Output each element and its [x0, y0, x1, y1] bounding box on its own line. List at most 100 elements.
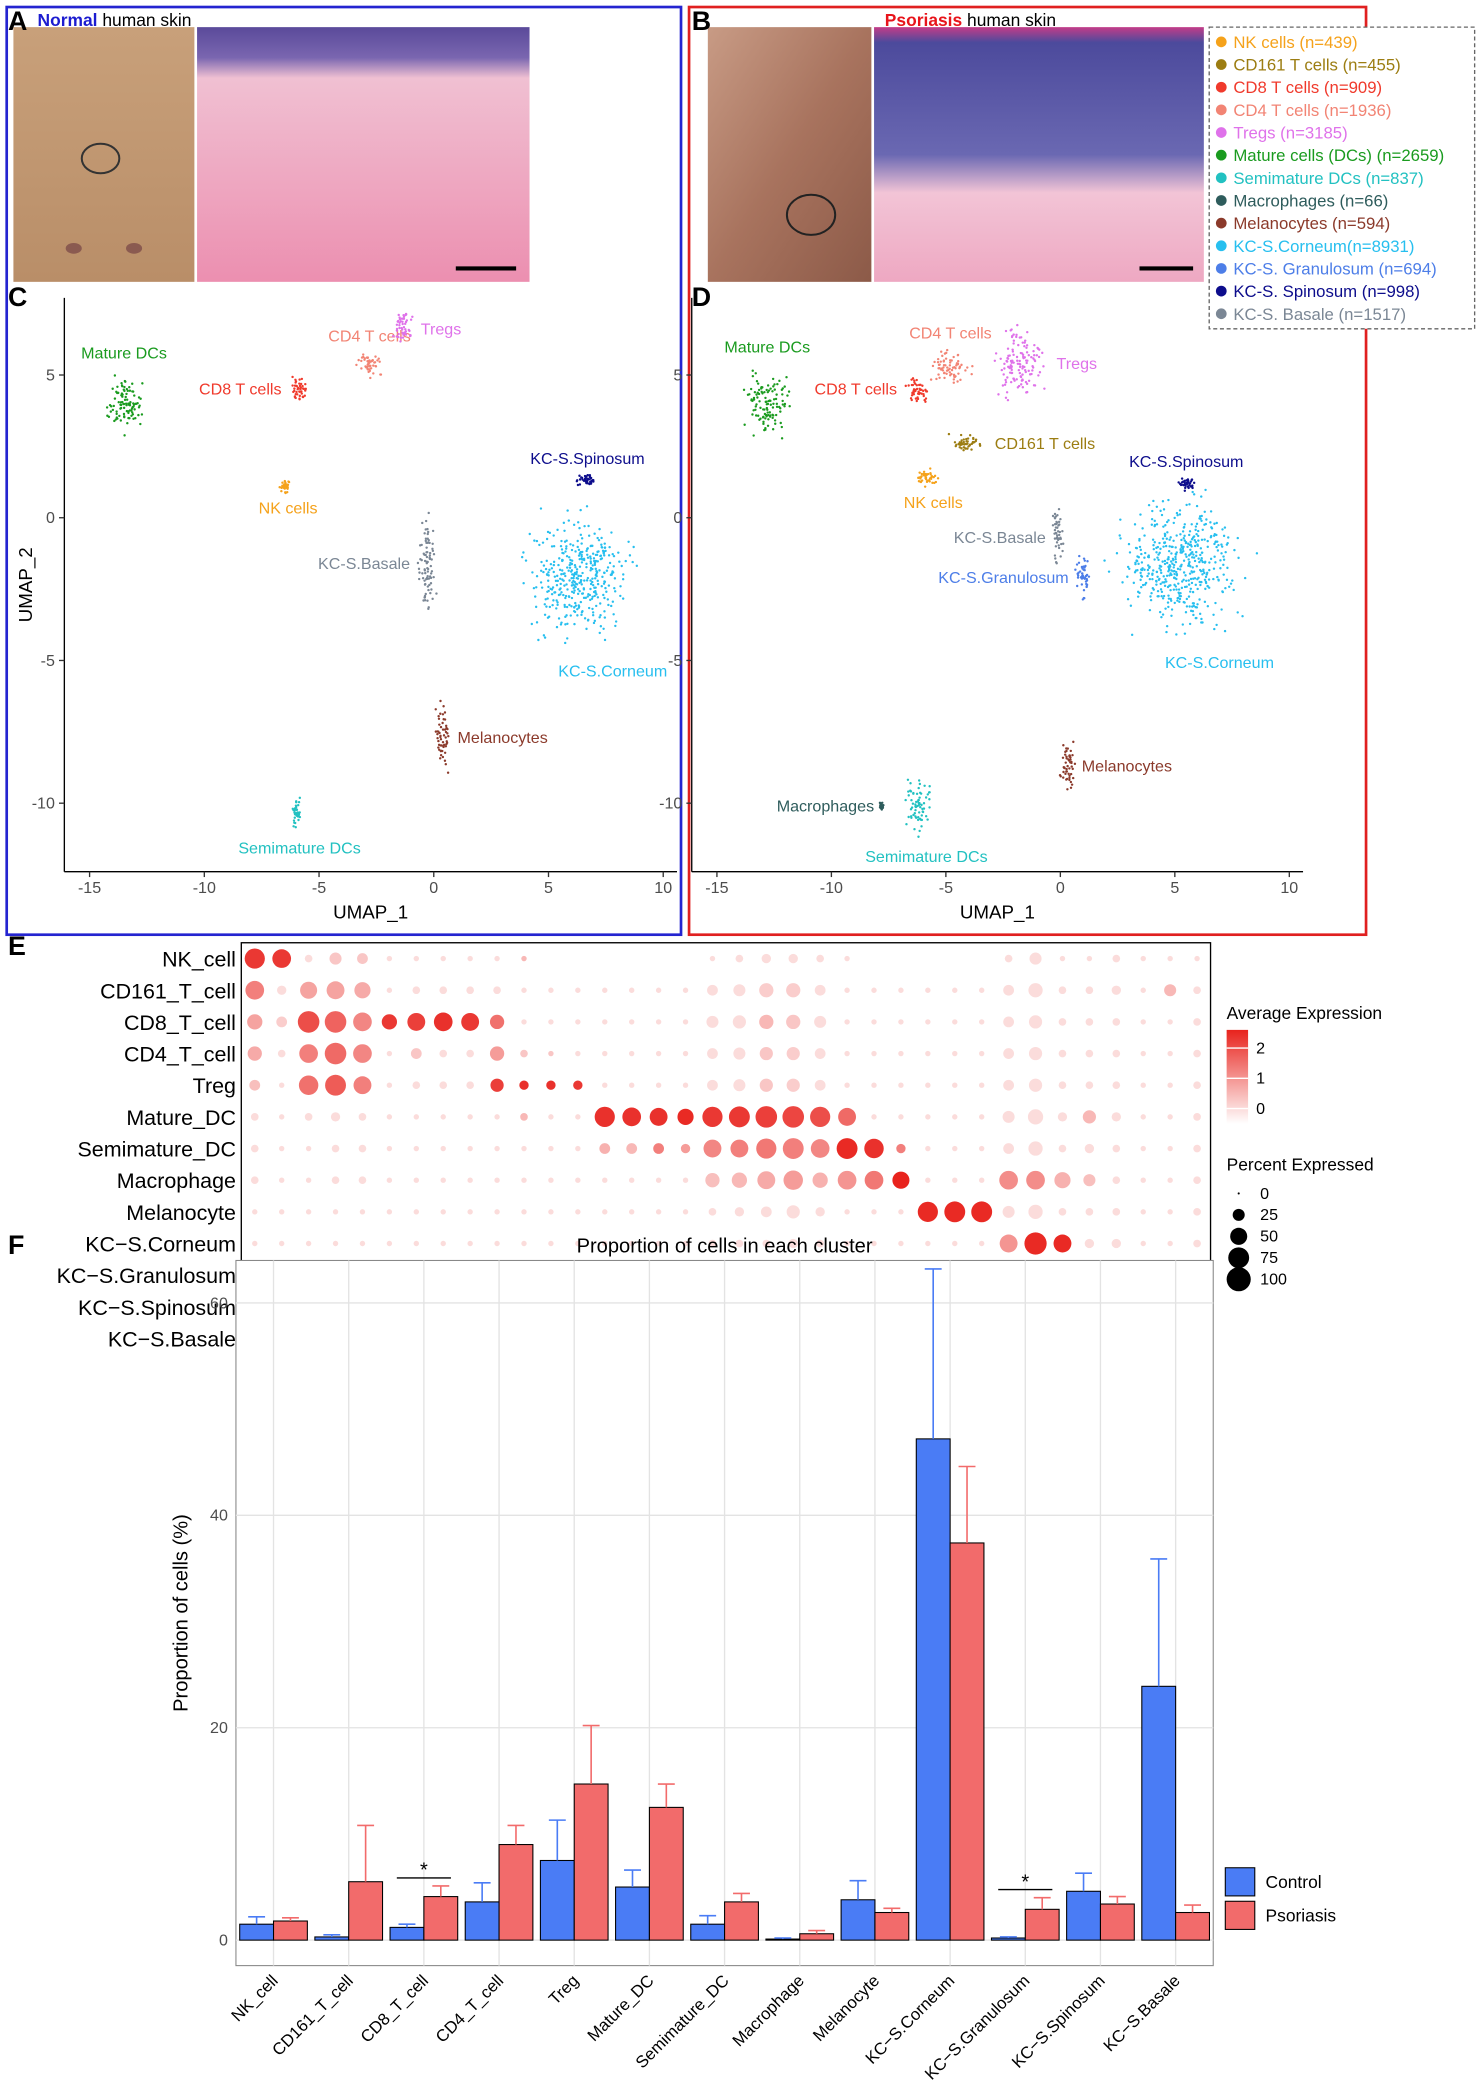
cell-dot: [585, 565, 588, 569]
cell-dot: [360, 359, 363, 363]
cell-dot: [571, 544, 575, 547]
cell-dot: [594, 567, 597, 571]
cell-dot: [119, 419, 123, 422]
cell-dot: [1191, 550, 1194, 554]
cell-dot: [589, 579, 592, 582]
bar: [799, 1933, 835, 1941]
cell-dot: [1213, 555, 1216, 558]
cell-dot: [909, 808, 913, 811]
expression-dot: [760, 1206, 772, 1218]
cell-dot: [1107, 570, 1111, 573]
expression-dot: [276, 1016, 288, 1028]
cell-dot: [1053, 528, 1057, 532]
cell-dot: [746, 393, 750, 396]
cell-dot: [1212, 577, 1215, 581]
cell-dot: [139, 422, 142, 426]
cell-dot: [366, 368, 369, 371]
cell-dot: [402, 317, 406, 320]
cell-dot: [584, 596, 588, 600]
cell-dot: [1012, 353, 1015, 357]
cell-dot: [1192, 553, 1195, 556]
y-tick-label: 40: [210, 1507, 228, 1525]
cell-dot: [941, 354, 944, 358]
cell-dot: [1171, 557, 1175, 560]
cell-dot: [304, 382, 307, 386]
cell-dot: [596, 536, 599, 540]
cell-dot: [441, 721, 444, 725]
expression-dot: [602, 1240, 608, 1247]
cell-dot: [560, 539, 563, 543]
cell-dot: [1030, 372, 1033, 376]
cell-dot: [1005, 360, 1009, 363]
cell-dot: [122, 406, 126, 410]
cell-dot: [1192, 556, 1196, 559]
cell-dot: [1157, 578, 1161, 582]
cell-dot: [360, 356, 364, 359]
cell-dot: [603, 580, 607, 584]
cell-dot: [601, 549, 605, 553]
expression-dot: [413, 1145, 420, 1152]
color-legend-title: Average Expression: [1227, 1003, 1382, 1023]
error-bar: [1150, 1558, 1168, 1687]
cell-dot: [569, 543, 572, 546]
row-label: NK_cell: [162, 948, 236, 972]
cell-dot: [436, 732, 439, 736]
cell-dot: [1163, 534, 1167, 538]
cell-dot: [1173, 572, 1176, 576]
cell-dot: [1058, 773, 1062, 777]
cell-dot: [574, 582, 578, 586]
cell-dot: [1159, 509, 1162, 513]
cell-dot: [1183, 479, 1186, 482]
cell-dot: [378, 360, 381, 363]
expression-dot: [814, 984, 826, 996]
cell-dot: [918, 471, 921, 474]
cell-dot: [1031, 369, 1034, 372]
cell-dot: [603, 610, 606, 613]
cell-dot: [1223, 629, 1227, 633]
expression-dot: [413, 955, 420, 962]
cell-dot: [1012, 342, 1015, 345]
cell-dot: [123, 398, 127, 402]
cell-dot: [1189, 577, 1193, 581]
cell-dot: [555, 583, 559, 587]
x-tick-label: CD161_T_cell: [268, 1971, 356, 2059]
cell-dot: [1175, 551, 1178, 554]
cell-dot: [528, 532, 531, 536]
legend-label: NK cells (n=439): [1233, 33, 1357, 52]
error-bar: [1075, 1872, 1093, 1892]
cell-dot: [779, 421, 782, 425]
y-tick-label: -5: [668, 652, 682, 670]
cell-dot: [1178, 594, 1181, 598]
expression-dot: [655, 1082, 662, 1088]
cell-dot: [1199, 553, 1202, 557]
cell-dot: [943, 371, 946, 374]
cell-dot: [573, 622, 576, 626]
cell-dot: [781, 393, 784, 396]
cell-dot: [1015, 355, 1019, 359]
cell-dot: [303, 394, 307, 397]
cell-dot: [1004, 329, 1008, 333]
cell-dot: [592, 559, 596, 563]
cell-dot: [293, 816, 296, 819]
cluster-label: KC-S.Corneum: [558, 662, 667, 680]
expression-dot: [489, 1014, 505, 1030]
cell-dot: [1226, 541, 1229, 545]
cell-dot: [1027, 379, 1031, 382]
cell-dot: [432, 552, 436, 556]
cell-dot: [423, 569, 427, 572]
cell-dot: [1165, 537, 1169, 540]
cell-dot: [1191, 556, 1194, 559]
cell-dot: [905, 822, 908, 826]
y-tick-label: 5: [46, 366, 55, 384]
cell-dot: [598, 631, 601, 635]
cell-dot: [371, 359, 374, 362]
cell-dot: [952, 355, 955, 359]
expression-dot: [782, 1106, 805, 1128]
expression-dot: [978, 1177, 985, 1183]
cell-dot: [1077, 571, 1080, 574]
cell-dot: [1179, 483, 1183, 487]
cell-dot: [291, 384, 294, 387]
cell-dot: [1165, 561, 1169, 565]
cell-dot: [1172, 570, 1175, 573]
cell-dot: [399, 340, 402, 343]
